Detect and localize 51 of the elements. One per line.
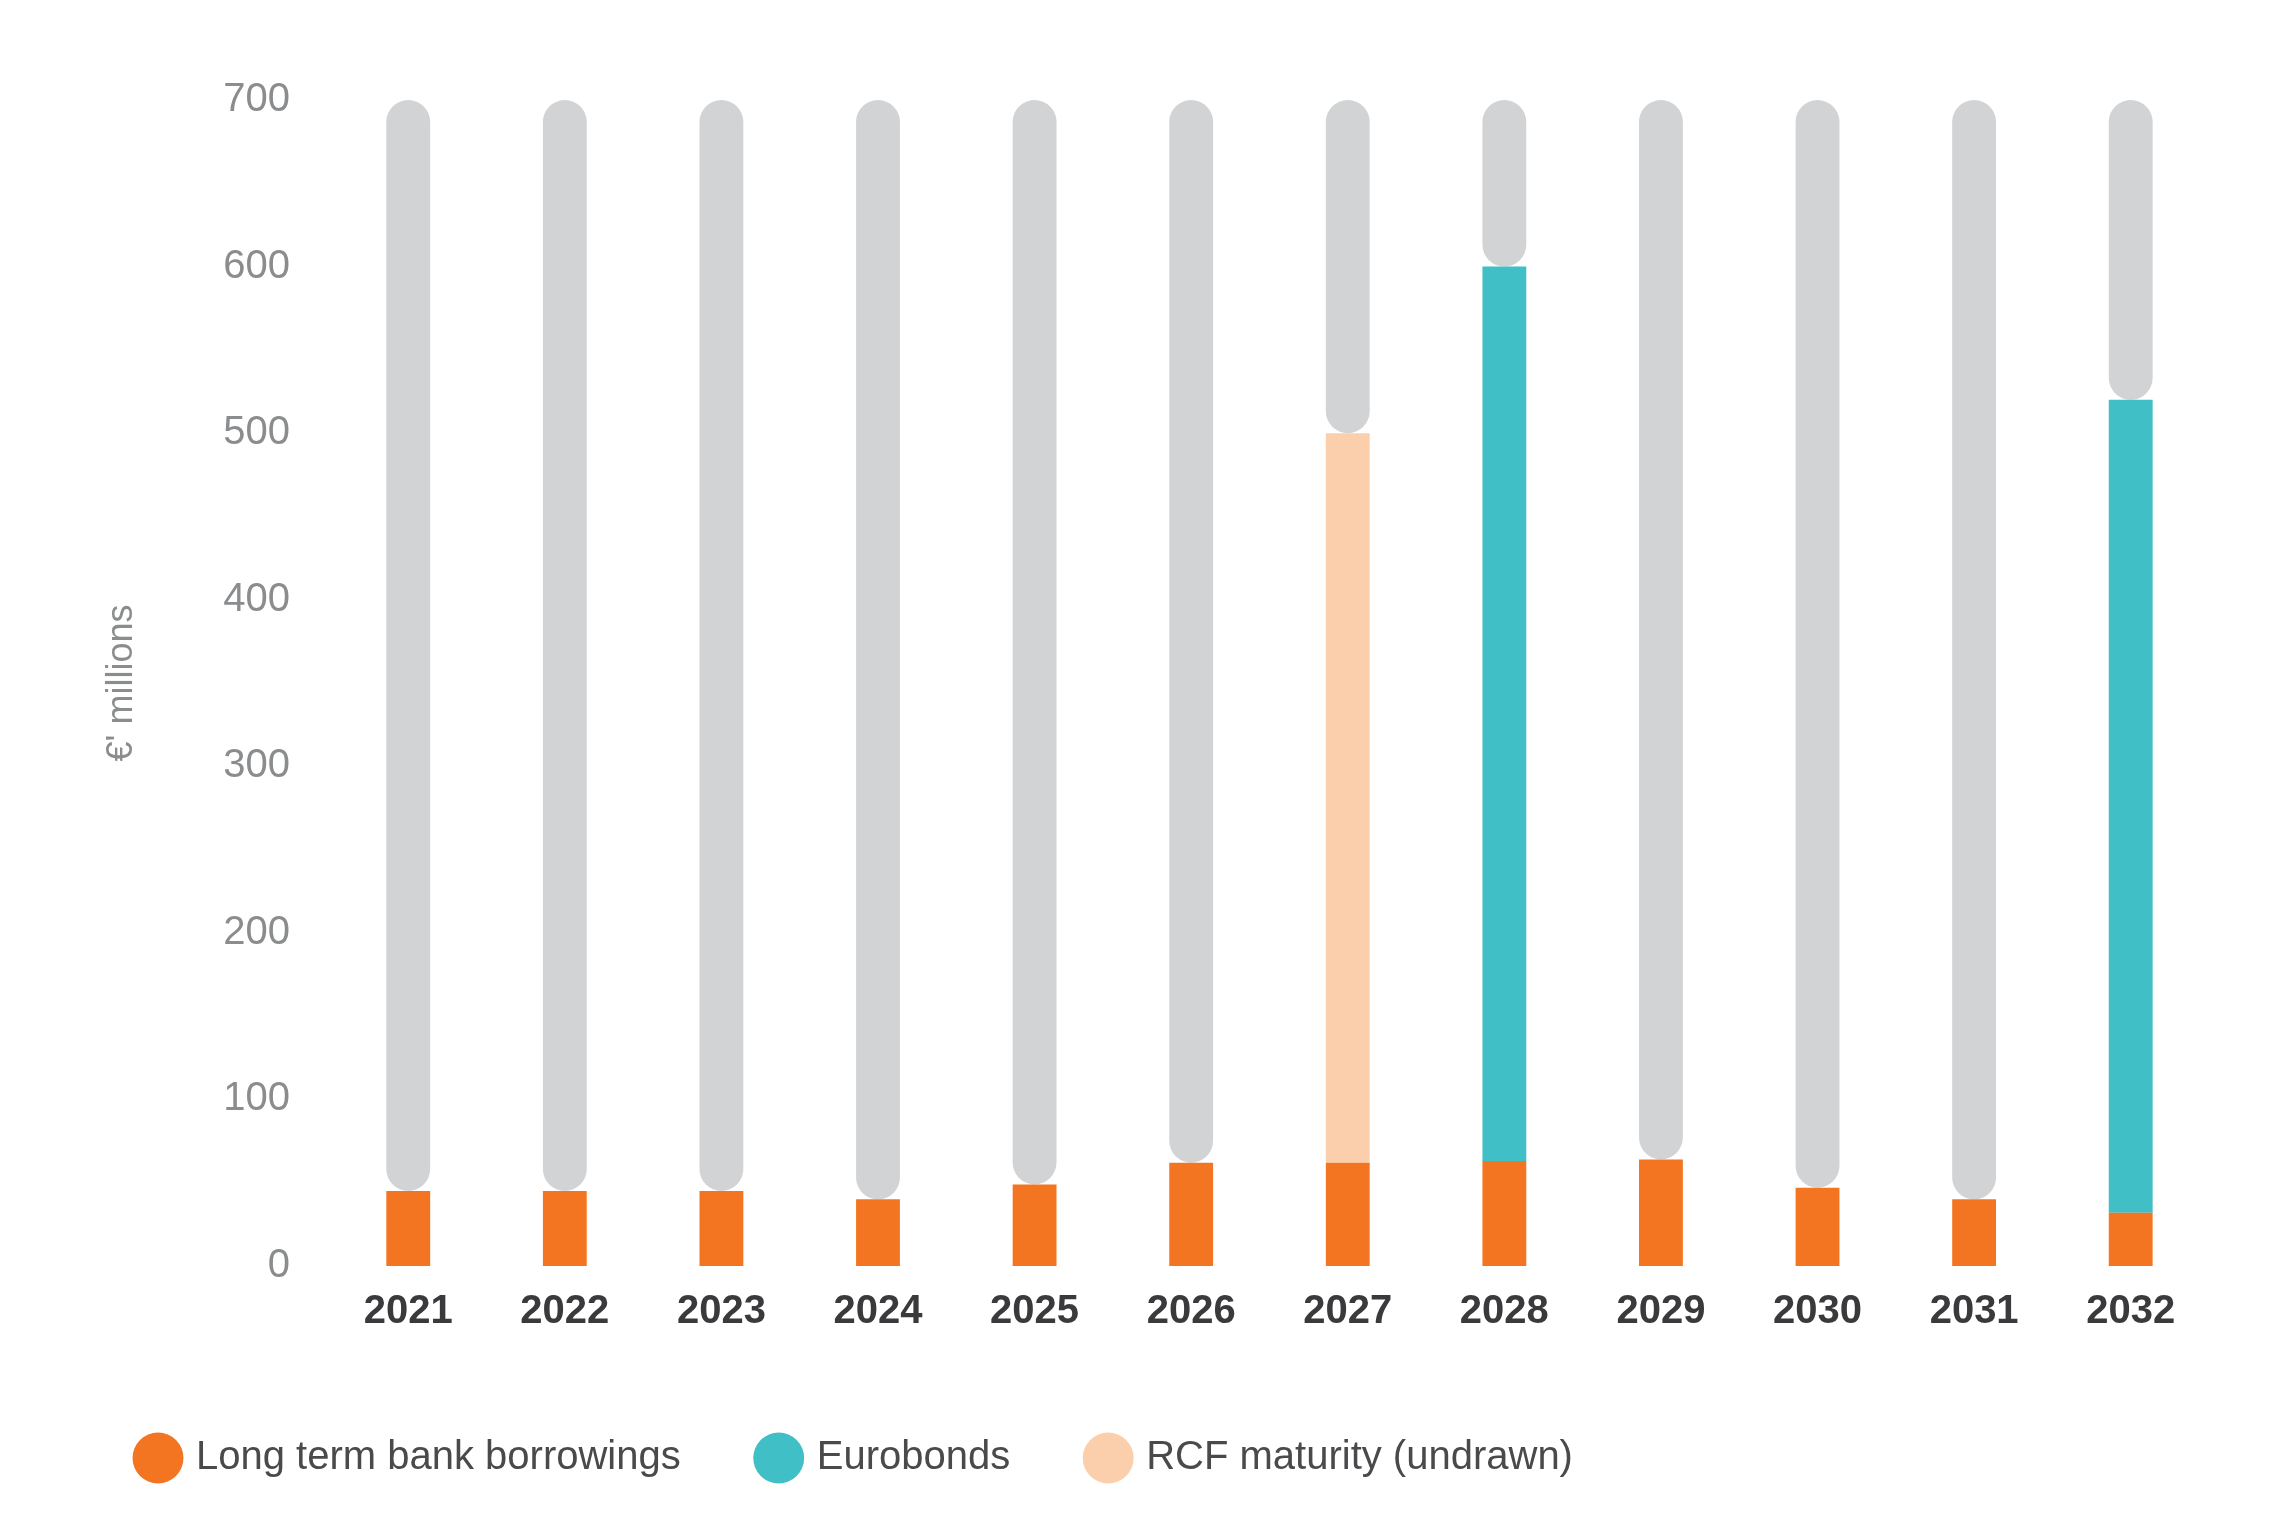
bar [699,100,744,1192]
bar [1169,100,1214,1163]
bar [1325,1162,1370,1266]
bar [1482,100,1527,267]
bar [856,100,900,1200]
x-tick-label: 2024 [833,1287,924,1332]
bar [1795,100,1840,1188]
y-tick-label: 100 [223,1074,290,1119]
bar [1952,100,1997,1200]
legend-label: Long term bank borrowings [196,1433,681,1478]
bar [1012,100,1057,1185]
bar [2108,1212,2153,1266]
legend-label: Eurobonds [816,1433,1011,1478]
x-tick-label: 2032 [2086,1287,2176,1332]
y-axis-title: €' millions [98,604,140,762]
y-tick-label: 400 [223,574,290,619]
bar [542,100,587,1192]
bar [1639,100,1683,1160]
bar [856,1199,900,1266]
y-tick-label: 700 [223,75,290,120]
bar [386,100,431,1192]
bar [1795,1187,1840,1266]
bar [699,1191,744,1266]
x-tick-label: 2028 [1459,1287,1549,1332]
bar [1482,266,1527,1162]
x-tick-label: 2031 [1929,1287,2019,1332]
bar [542,1191,587,1266]
y-tick-label: 500 [223,408,290,453]
bar [2108,399,2153,1213]
x-tick-label: 2027 [1303,1287,1393,1332]
bar [1169,1162,1214,1266]
x-tick-label: 2021 [363,1287,453,1332]
bar [1482,1161,1527,1266]
x-tick-label: 2030 [1773,1287,1863,1332]
bar [1325,433,1370,1163]
bar [1012,1184,1057,1266]
x-tick-label: 2022 [520,1287,610,1332]
y-tick-label: 0 [267,1241,290,1286]
bar [1639,1159,1683,1266]
x-tick-label: 2025 [990,1287,1080,1332]
y-tick-label: 300 [223,741,290,786]
x-tick-label: 2026 [1146,1287,1236,1332]
bar [2108,100,2153,400]
x-tick-label: 2029 [1616,1287,1706,1332]
y-tick-label: 200 [223,907,290,952]
bar [1952,1199,1997,1266]
legend-label: RCF maturity (undrawn) [1146,1433,1573,1478]
bar [1325,100,1370,434]
x-tick-label: 2023 [676,1287,766,1332]
y-tick-label: 600 [223,241,290,286]
bar [386,1191,431,1266]
